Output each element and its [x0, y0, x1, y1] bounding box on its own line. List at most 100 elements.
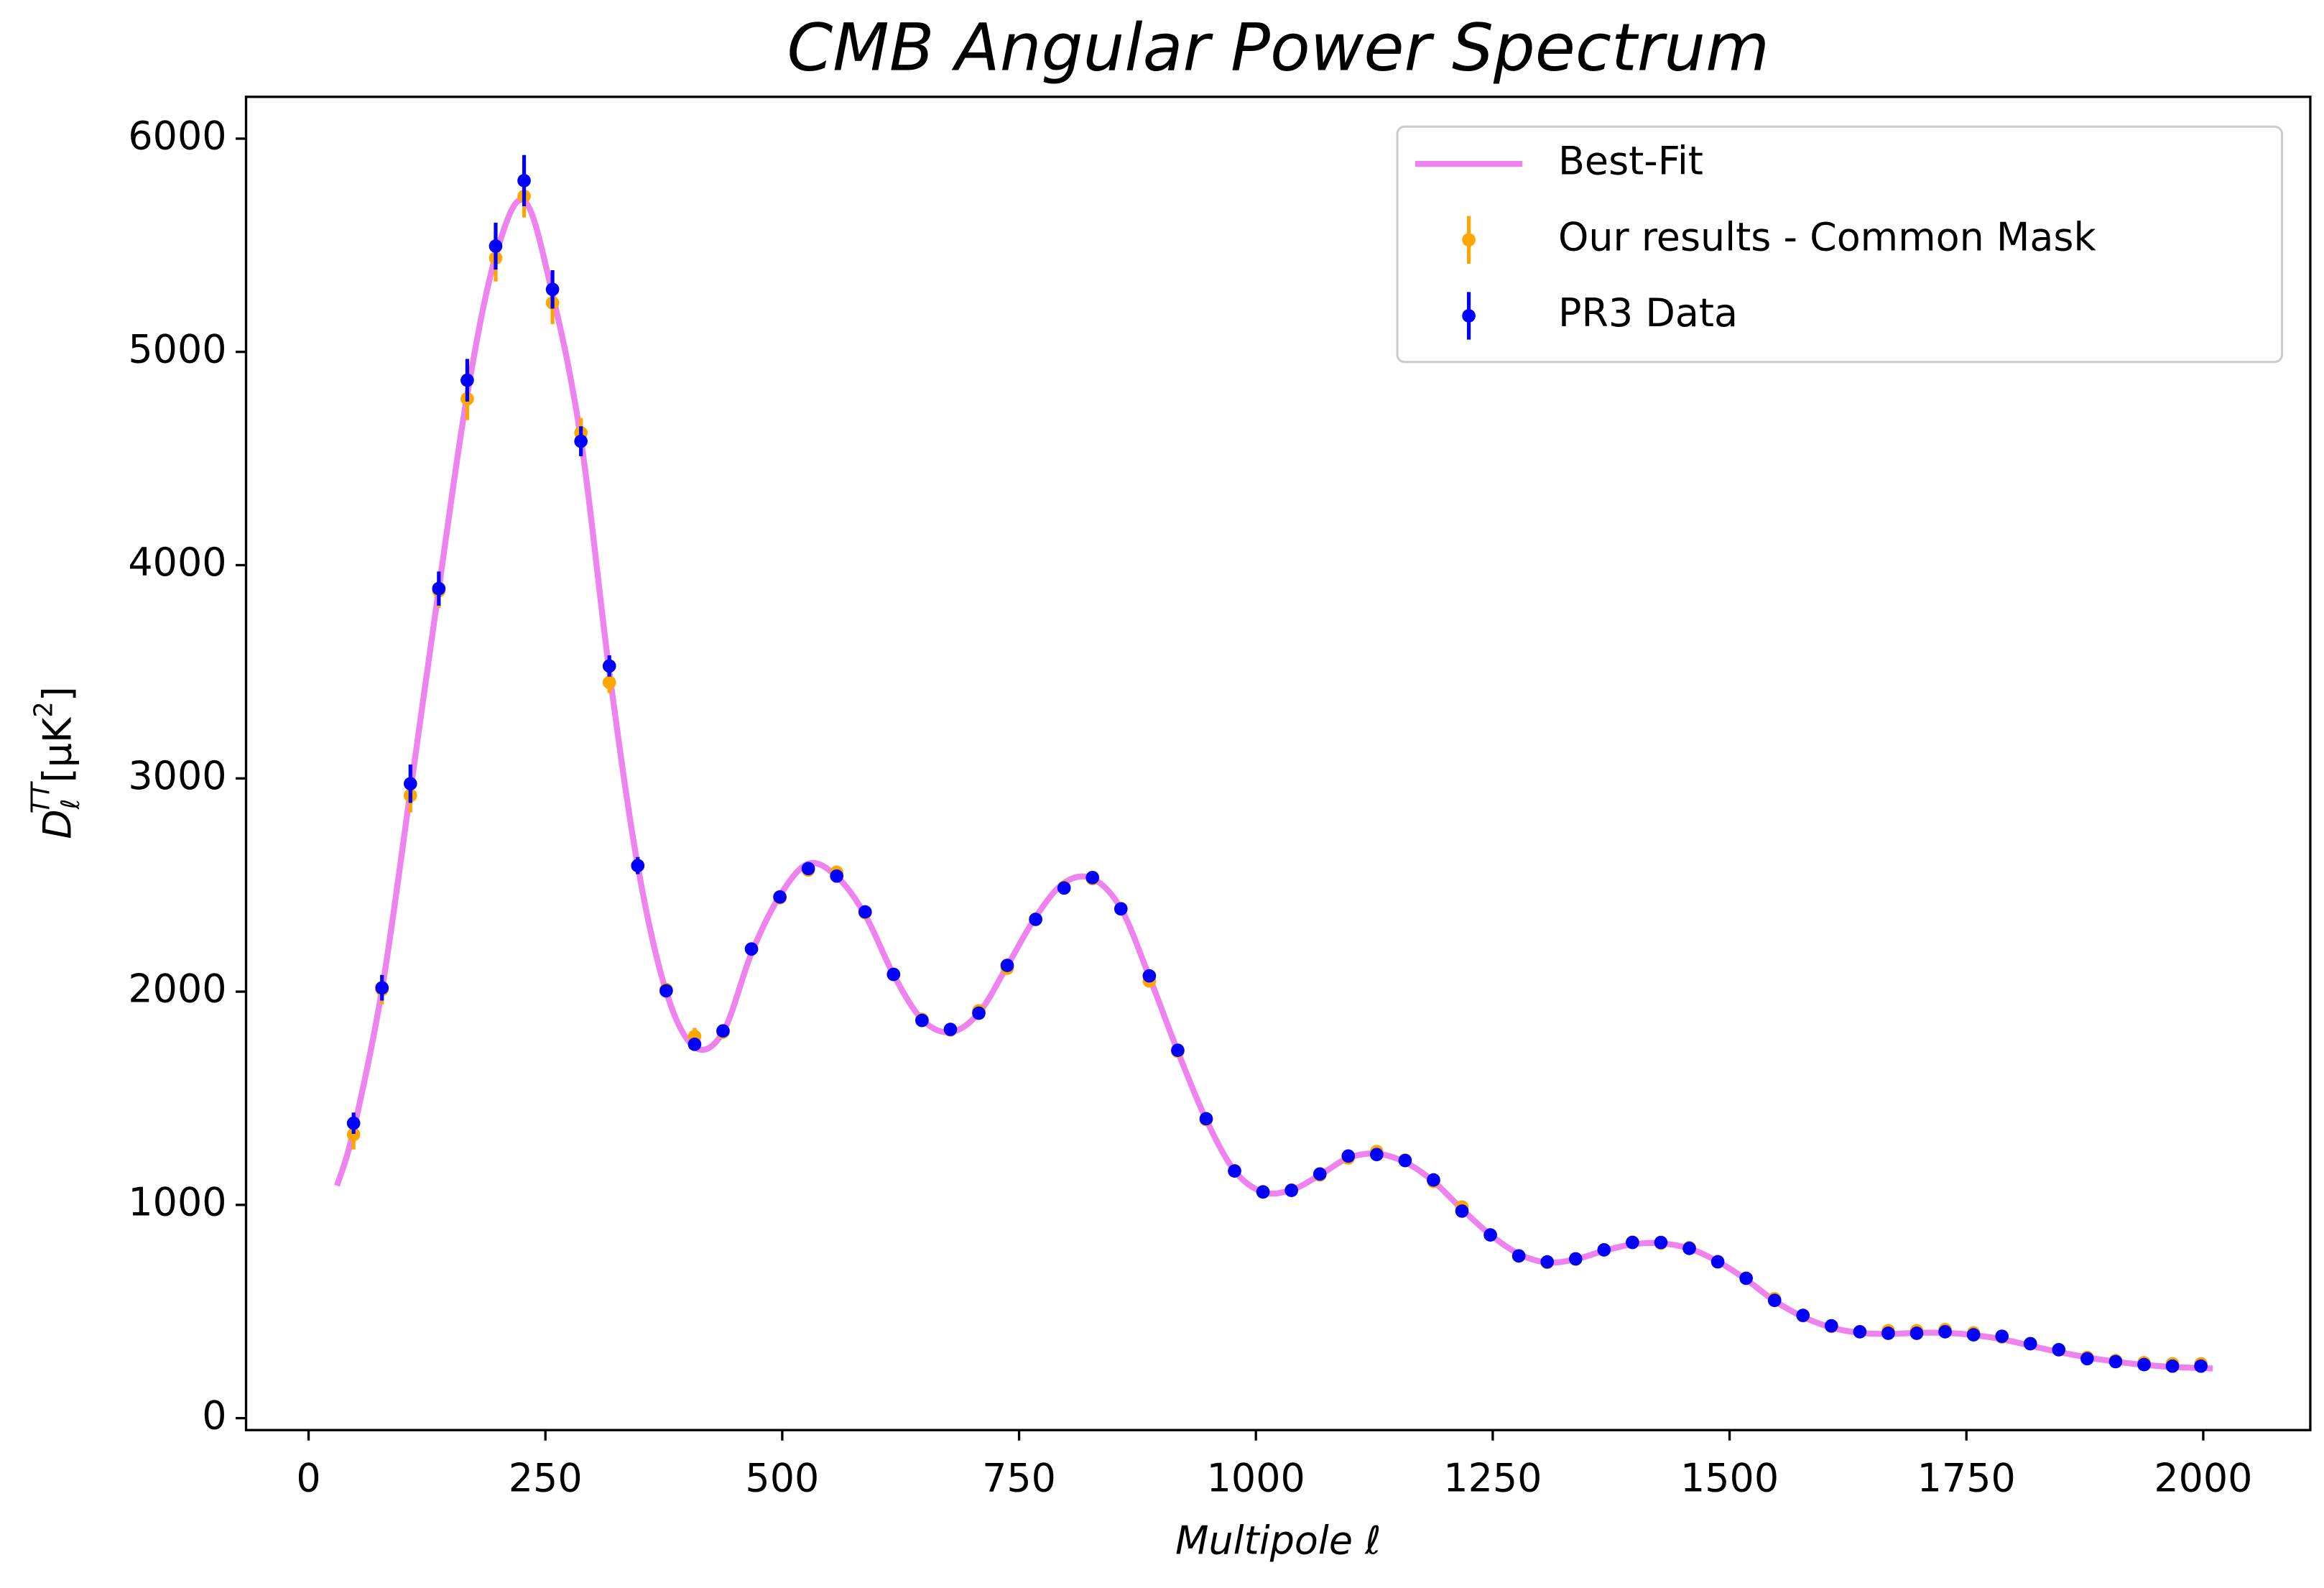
y-label-part: ]	[34, 686, 80, 701]
data-point	[1256, 1185, 1270, 1199]
data-point	[1710, 1255, 1725, 1269]
data-point	[375, 981, 389, 995]
y-label-part: [μK	[34, 716, 80, 783]
data-point	[1995, 1329, 2009, 1343]
y-tick-label: 1000	[128, 1179, 226, 1224]
data-point	[1796, 1308, 1810, 1322]
data-point	[1455, 1204, 1469, 1218]
x-tick-label: 750	[982, 1455, 1056, 1500]
data-point	[1284, 1183, 1298, 1197]
legend-label: PR3 Data	[1558, 290, 1738, 336]
legend-box	[1396, 125, 2284, 364]
data-point	[1654, 1235, 1668, 1250]
y-label-part: TT	[26, 781, 55, 814]
data-point	[602, 659, 616, 673]
data-point	[574, 434, 588, 448]
plot-area	[334, 154, 2213, 1373]
y-tick-label: 4000	[128, 540, 226, 585]
data-point	[403, 777, 417, 791]
data-point	[1142, 969, 1157, 983]
legend-swatch	[1462, 309, 1476, 323]
data-point	[1739, 1271, 1753, 1285]
data-point	[2108, 1354, 2123, 1369]
data-point	[716, 1024, 730, 1038]
data-point	[1398, 1153, 1412, 1168]
data-point	[1085, 870, 1100, 885]
data-point	[1228, 1164, 1241, 1178]
data-point	[1000, 959, 1014, 972]
data-point	[943, 1022, 958, 1036]
data-point	[1370, 1148, 1384, 1162]
x-tick-label: 2000	[2154, 1455, 2252, 1500]
data-point	[1568, 1252, 1583, 1266]
data-point	[1057, 881, 1071, 895]
x-tick-label: 500	[745, 1455, 819, 1500]
data-point	[688, 1038, 702, 1051]
data-point	[2052, 1343, 2066, 1357]
y-tick-label: 3000	[128, 753, 226, 798]
data-point	[1199, 1112, 1213, 1126]
data-point	[432, 581, 446, 596]
data-point	[773, 890, 787, 904]
data-point	[1029, 913, 1042, 926]
legend: Best-Fit Our results - Common Mask PR3 Dat…	[1396, 125, 2284, 364]
y-tick-label: 0	[202, 1393, 226, 1438]
x-tick-label: 1250	[1443, 1455, 1542, 1500]
data-point	[1540, 1255, 1555, 1269]
data-point	[830, 869, 844, 883]
data-point	[1824, 1319, 1838, 1333]
data-point	[801, 862, 815, 876]
data-point	[1966, 1328, 1981, 1342]
data-point	[631, 859, 645, 872]
y-label-part: D	[34, 809, 80, 839]
data-point	[1511, 1249, 1526, 1263]
data-point	[659, 984, 673, 998]
y-tick-label: 6000	[128, 114, 226, 159]
data-point	[972, 1006, 986, 1020]
y-label-part: ℓ	[56, 799, 85, 811]
x-tick-label: 0	[296, 1455, 320, 1500]
data-point	[1881, 1326, 1895, 1340]
data-point	[1853, 1325, 1867, 1339]
y-label-part: 2	[29, 701, 59, 717]
data-point	[1626, 1235, 1639, 1250]
data-point	[602, 675, 616, 690]
data-point	[2023, 1337, 2037, 1351]
data-point	[2194, 1359, 2208, 1373]
data-point	[915, 1013, 929, 1028]
legend-swatch	[1462, 233, 1476, 247]
data-point	[1909, 1326, 1924, 1340]
axes-frame	[244, 96, 2312, 1431]
data-point	[1341, 1149, 1356, 1163]
data-point	[2137, 1357, 2151, 1372]
data-point	[1114, 902, 1128, 916]
y-tick-label: 5000	[128, 326, 226, 371]
data-point	[1767, 1293, 1782, 1308]
chart-title: CMB Angular Power Spectrum	[787, 9, 1769, 86]
x-tick-label: 1500	[1680, 1455, 1779, 1500]
data-point	[460, 373, 474, 387]
data-point	[1313, 1167, 1327, 1181]
data-point	[2080, 1352, 2094, 1366]
legend-label: Our results - Common Mask	[1558, 214, 2097, 259]
legend-label: Best-Fit	[1558, 139, 1703, 184]
data-point	[489, 239, 503, 253]
data-point	[858, 905, 872, 919]
data-point	[517, 174, 531, 188]
x-tick-label: 1750	[1917, 1455, 2016, 1500]
y-tick-label: 2000	[128, 966, 226, 1012]
data-point	[545, 282, 560, 297]
data-point	[1682, 1242, 1696, 1255]
data-point	[1597, 1243, 1611, 1257]
data-point	[2165, 1359, 2180, 1373]
data-point	[1938, 1325, 1952, 1339]
data-point	[1171, 1043, 1185, 1058]
data-point	[1427, 1173, 1440, 1187]
x-axis-label: Multipole ℓ	[1175, 1518, 1381, 1563]
data-point	[1483, 1228, 1497, 1242]
data-point	[886, 967, 901, 982]
data-point	[346, 1116, 361, 1130]
x-tick-label: 250	[509, 1455, 583, 1500]
data-point	[346, 1127, 361, 1142]
